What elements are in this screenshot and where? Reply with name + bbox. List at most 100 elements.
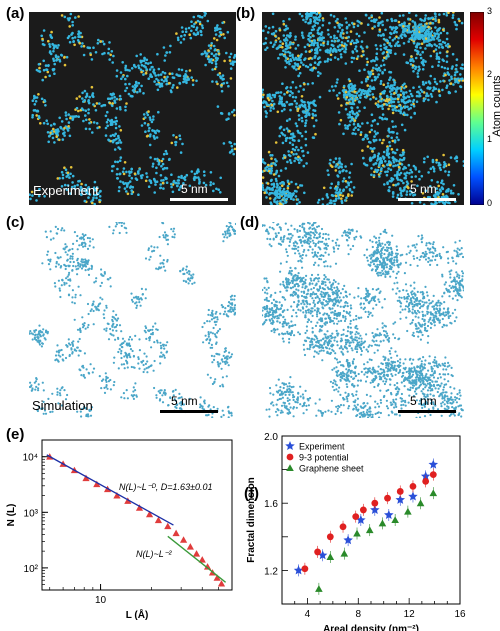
data-point (384, 510, 394, 519)
data-point (186, 543, 194, 550)
chart-fractal-dimension: 4 8 12 16 1.2 1.6 2.0 Areal density (nm⁻²) Fract… (246, 432, 466, 631)
data-point (217, 580, 226, 587)
data-point (124, 497, 132, 504)
x-axis-label: L (Å) (126, 608, 149, 621)
series-graphene-sheet (315, 487, 438, 595)
data-point (428, 459, 439, 469)
data-point (179, 536, 188, 543)
colorbar-tick-1: 1 (487, 134, 493, 144)
data-point (340, 549, 349, 557)
data-point (198, 556, 206, 563)
x-tick-label: 12 (404, 609, 416, 620)
colorbar (469, 11, 485, 206)
atom-dots (29, 222, 236, 418)
data-point (378, 519, 387, 527)
micrograph-experiment-high-density (262, 12, 464, 205)
series-2 (167, 535, 227, 583)
data-point (93, 480, 101, 488)
y-tick-label: 1.6 (264, 499, 278, 510)
colorbar-tick-3: 3 (487, 6, 493, 16)
data-point (293, 565, 304, 575)
panel-label-d: (d) (240, 214, 260, 231)
atom-dots (262, 222, 464, 418)
panel-label-b: (b) (236, 5, 256, 22)
legend-entry: Graphene sheet (286, 464, 364, 474)
scale-label-c: 5 nm (171, 394, 198, 408)
caption-simulation: Simulation (32, 398, 93, 413)
data-point (135, 504, 144, 511)
scale-bar-a (170, 198, 228, 201)
x-tick-label: 4 (305, 609, 311, 620)
series-1 (46, 454, 174, 526)
scale-bar-c (160, 410, 218, 413)
data-point (314, 548, 321, 556)
data-point (343, 535, 353, 545)
data-point (203, 563, 212, 570)
scale-label-a: 5 nm (181, 182, 208, 196)
panel-label-a: (a) (6, 5, 25, 22)
panel-label-e: (e) (6, 426, 25, 443)
legend-marker (286, 453, 294, 461)
x-tick-label: 16 (454, 609, 466, 620)
legend-label: Graphene sheet (299, 464, 364, 474)
y-tick-label: 10⁴ (23, 453, 38, 464)
atom-dots (262, 12, 464, 205)
data-point (422, 477, 430, 485)
legend-label: Experiment (299, 442, 345, 452)
data-point (315, 585, 323, 592)
colorbar-label: Atom counts (491, 75, 500, 137)
data-point (82, 474, 90, 482)
data-point (301, 565, 309, 573)
y-axis-label: Fractal dimension (246, 477, 257, 563)
legend-marker (285, 441, 295, 450)
data-point (395, 494, 405, 504)
data-point (326, 533, 334, 541)
data-point (404, 507, 412, 515)
x-axis-label: Areal density (nm⁻²) (323, 624, 419, 631)
data-point (326, 553, 335, 560)
data-point (192, 550, 201, 557)
panel-label-f: (f) (244, 485, 259, 502)
chart-box-counting: 10 10² 10³ 10⁴ L (Å) N (L) N(L)~L⁻ᴰ, D=1.63±0.… (6, 439, 233, 621)
y-tick-label: 10³ (24, 508, 39, 519)
data-point (370, 504, 380, 514)
data-point (359, 506, 367, 514)
simulation-low-density (29, 222, 236, 418)
series-0 (46, 453, 226, 587)
data-point (429, 489, 438, 497)
data-point (356, 515, 366, 524)
data-point (339, 523, 347, 531)
caption-experiment: Experiment (33, 183, 99, 198)
y-tick-label: 1.2 (264, 566, 278, 577)
data-point (352, 513, 360, 521)
legend-label: 9-3 potential (299, 453, 349, 463)
data-point (113, 491, 121, 499)
x-tick-label: 8 (356, 609, 362, 620)
fit-line (167, 535, 227, 583)
y-axis-label: N (L) (6, 504, 17, 527)
y-tick-label: 2.0 (264, 432, 278, 443)
simulation-high-density (262, 222, 464, 418)
data-point (317, 550, 328, 560)
data-point (384, 494, 391, 502)
data-point (353, 529, 361, 537)
x-tick-label: 10 (95, 595, 107, 606)
scale-label-b: 5 nm (410, 182, 437, 196)
annotation-slope-2: N(L)~L⁻² (136, 549, 173, 559)
scale-bar-d (398, 410, 456, 413)
fit-line (46, 454, 174, 526)
scale-bar-b (398, 198, 456, 201)
data-point (391, 516, 399, 524)
plot-frame (41, 439, 233, 591)
legend-entry: 9-3 potential (286, 453, 349, 463)
scale-label-d: 5 nm (410, 394, 437, 408)
panel-label-c: (c) (6, 214, 25, 231)
data-point (408, 491, 418, 501)
colorbar-tick-0: 0 (487, 198, 493, 208)
data-point (429, 471, 437, 479)
annotation-power-law: N(L)~L⁻ᴰ, D=1.63±0.01 (119, 482, 213, 492)
series-experiment (293, 458, 439, 577)
atom-dots (29, 12, 236, 205)
data-point (371, 499, 379, 507)
data-point (213, 574, 221, 581)
